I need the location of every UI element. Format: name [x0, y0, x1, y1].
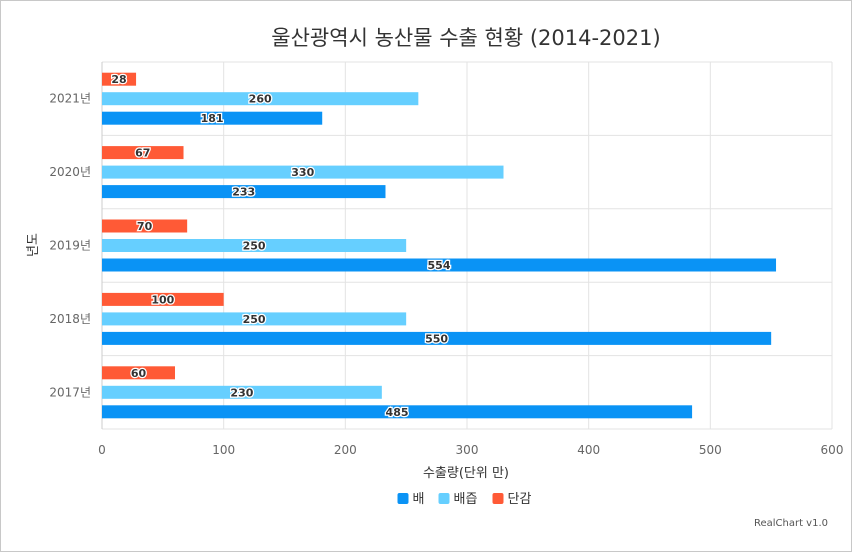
x-tick-label: 0 [98, 443, 106, 457]
x-tick-label: 200 [334, 443, 357, 457]
legend-label-배: 배 [413, 492, 425, 507]
chart-title: 울산광역시 농산물 수출 현황 (2014-2021) [271, 26, 660, 50]
data-label: 550 [425, 332, 448, 345]
bar-배 [102, 405, 693, 419]
x-tick-label: 400 [577, 443, 600, 457]
bar-배 [102, 185, 386, 199]
y-axis-title: 년도 [26, 233, 41, 257]
data-label: 260 [249, 93, 272, 106]
data-label: 28 [111, 73, 126, 86]
y-tick-label: 2019년 [49, 239, 91, 253]
data-label: 233 [232, 186, 255, 199]
bar-배 [102, 331, 772, 345]
data-label: 250 [243, 313, 266, 326]
y-tick-label: 2017년 [49, 385, 91, 399]
y-tick-label: 2021년 [49, 92, 91, 106]
data-label: 67 [135, 147, 150, 160]
data-label: 250 [243, 240, 266, 253]
data-label: 181 [201, 112, 224, 125]
x-tick-label: 600 [821, 443, 844, 457]
bar-배 [102, 258, 777, 272]
bar-단감 [102, 72, 137, 86]
x-tick-label: 500 [699, 443, 722, 457]
legend-label-배즙: 배즙 [454, 492, 478, 507]
data-label: 554 [428, 259, 451, 272]
bar-단감 [102, 146, 184, 160]
bar-단감 [102, 366, 175, 380]
bar-단감 [102, 219, 188, 233]
legend-marker-단감 [492, 493, 504, 504]
y-ticks: 2021년 2020년 2019년 2018년 2017년 [49, 92, 91, 400]
legend-label-단감: 단감 [508, 492, 532, 507]
bar-단감 [102, 292, 224, 306]
bars: 28 260 181 67 330 233 70 250 554 100 250 550 60 230 48… [102, 72, 777, 420]
data-label: 230 [230, 386, 253, 399]
y-tick-label: 2020년 [49, 165, 91, 179]
y-tick-label: 2018년 [49, 312, 91, 326]
data-label: 100 [151, 293, 174, 306]
legend-marker-배즙 [438, 493, 450, 504]
x-tick-label: 100 [212, 443, 235, 457]
data-label: 70 [137, 220, 153, 233]
legend-marker-배 [397, 493, 409, 504]
data-label: 330 [291, 166, 314, 179]
x-tick-label: 300 [456, 443, 479, 457]
chart-credit: RealChart v1.0 [754, 518, 828, 529]
legend: 배 배즙 단감 [397, 492, 532, 507]
bar-배즙 [102, 92, 419, 106]
x-ticks: 0 100 200 300 400 500 600 [98, 443, 843, 457]
bar-배 [102, 111, 323, 125]
x-axis-title: 수출량(단위 만) [423, 466, 509, 481]
data-label: 485 [386, 406, 409, 419]
data-label: 60 [131, 367, 147, 380]
bar-배즙 [102, 165, 504, 179]
bar-배즙 [102, 239, 407, 252]
bar-배즙 [102, 312, 407, 326]
bar-배즙 [102, 385, 382, 399]
